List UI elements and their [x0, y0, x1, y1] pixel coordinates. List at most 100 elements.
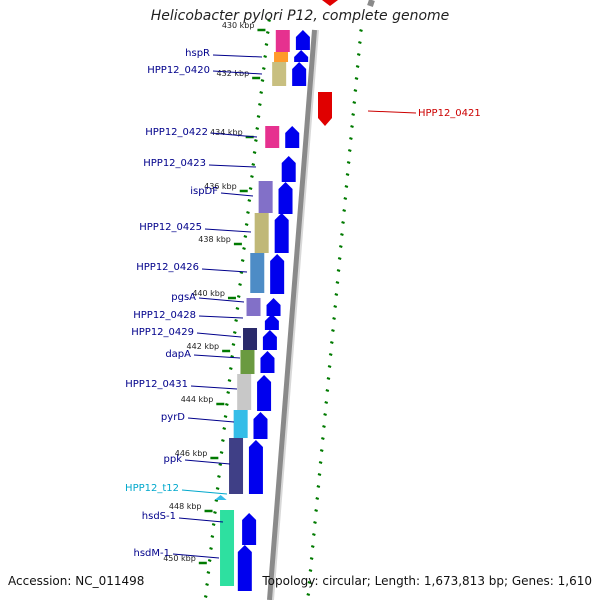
cog-block	[254, 213, 269, 253]
map-title: Helicobacter pylori P12, complete genome	[150, 8, 450, 24]
tick-mark-outer	[350, 124, 354, 129]
trna-marker	[214, 495, 227, 500]
backbone-shadow	[272, 29, 319, 600]
tick-mark-outer	[313, 520, 317, 525]
gene-arrow	[266, 298, 281, 316]
tick-mark-outer	[332, 316, 336, 321]
gene-label: ppk	[164, 454, 183, 465]
tick-mark-inner	[239, 270, 244, 275]
tick-mark-outer	[337, 256, 342, 261]
tick-mark-outer	[358, 40, 362, 45]
cog-block	[275, 30, 290, 52]
tick-mark-outer	[355, 64, 360, 69]
tick-mark-inner	[240, 258, 245, 263]
gene-arrow	[248, 440, 263, 494]
cog-block	[265, 126, 280, 148]
cog-block	[258, 181, 273, 213]
gene-arrow	[257, 375, 272, 411]
tick-mark-inner	[260, 78, 265, 83]
gene-leader-line	[193, 354, 241, 359]
gene-label: dapA	[165, 349, 191, 360]
tick-mark-inner	[221, 438, 225, 443]
tick-mark-outer	[342, 208, 347, 213]
gene-label: HPP12_0429	[131, 327, 194, 338]
tick-mark-outer	[310, 544, 315, 549]
tick-mark-outer	[322, 424, 326, 429]
gene-leader-line	[187, 417, 235, 423]
gene-label: HPP12_0425	[139, 222, 202, 233]
tick-mark-outer	[306, 592, 311, 597]
cog-block	[246, 298, 261, 316]
gene-leader-line	[367, 110, 417, 114]
tick-mark-inner	[211, 522, 216, 527]
gene-label: HPP12_0423	[143, 158, 206, 169]
gene-leader-line	[220, 192, 254, 197]
gene-leader-line	[210, 132, 258, 138]
tick-mark-inner	[263, 54, 267, 59]
tick-mark-inner	[218, 462, 223, 467]
tick-mark-outer	[319, 448, 324, 453]
gene-label: hspR	[185, 48, 210, 59]
gene-leader-line	[204, 228, 252, 233]
topology-text: Topology: circular; Length: 1,673,813 bp…	[262, 574, 592, 588]
gene-arrow	[285, 126, 300, 148]
tick-mark-inner	[226, 390, 231, 395]
tick-mark-inner	[227, 378, 232, 383]
tick-mark-outer	[338, 244, 343, 249]
tick-mark-outer	[328, 352, 333, 357]
gene-arrow	[237, 545, 252, 591]
gene-arrow	[264, 314, 279, 330]
cog-block	[250, 253, 265, 293]
gene-leader-line	[190, 385, 238, 390]
cog-block	[272, 62, 287, 86]
tick-mark-inner	[265, 30, 270, 35]
tick-mark-outer	[344, 184, 349, 189]
gene-leader-line	[212, 70, 263, 75]
tick-mark-outer	[326, 376, 331, 381]
tick-mark-inner	[232, 330, 237, 335]
tick-mark-outer	[343, 196, 348, 201]
gene-arrow-red-top	[322, 0, 338, 6]
tick-mark-inner	[252, 150, 257, 155]
tick-mark-inner	[219, 450, 224, 455]
tick-mark-outer	[308, 568, 313, 573]
tick-mark-inner	[225, 402, 229, 407]
gene-arrow	[274, 213, 289, 253]
tick-mark-inner	[261, 66, 266, 71]
kbp-label: 436 kbp	[204, 182, 237, 191]
gene-leader-line	[212, 54, 263, 58]
gene-leader-line	[178, 517, 224, 523]
tick-mark-inner	[264, 42, 269, 47]
tick-mark-outer	[345, 172, 350, 177]
tick-mark-inner	[236, 294, 241, 299]
tick-mark-outer	[323, 412, 327, 417]
tick-mark-inner	[217, 474, 221, 479]
kbp-label: 432 kbp	[217, 69, 250, 78]
tick-mark-outer	[334, 292, 339, 297]
kbp-label: 446 kbp	[175, 449, 208, 458]
accession-text: Accession: NC_011498	[8, 574, 145, 588]
tick-mark-outer	[335, 280, 340, 285]
tick-mark-outer	[309, 556, 314, 561]
tick-mark-outer	[340, 232, 344, 237]
gene-label: HPP12_t12	[125, 483, 179, 494]
tick-mark-outer	[316, 484, 321, 489]
gene-label: HPP12_0431	[125, 379, 188, 390]
gene-label: ispDF	[190, 186, 218, 197]
backbone-line	[267, 29, 318, 600]
tick-mark-outer	[318, 460, 323, 465]
gene-leader-line	[198, 297, 245, 303]
kbp-label: 444 kbp	[181, 395, 214, 404]
tick-mark-outer	[314, 508, 318, 513]
tick-mark-inner	[206, 570, 211, 575]
cog-block	[243, 328, 258, 350]
gene-arrow	[242, 513, 257, 545]
tick-mark-inner	[205, 582, 209, 587]
tick-mark-inner	[222, 426, 227, 431]
tick-mark-inner	[238, 282, 242, 287]
tick-mark-inner	[247, 198, 252, 203]
tick-mark-outer	[331, 328, 335, 333]
gene-label: HPP12_0422	[145, 127, 208, 138]
tick-mark-outer	[359, 28, 363, 33]
gene-arrow	[281, 156, 296, 182]
